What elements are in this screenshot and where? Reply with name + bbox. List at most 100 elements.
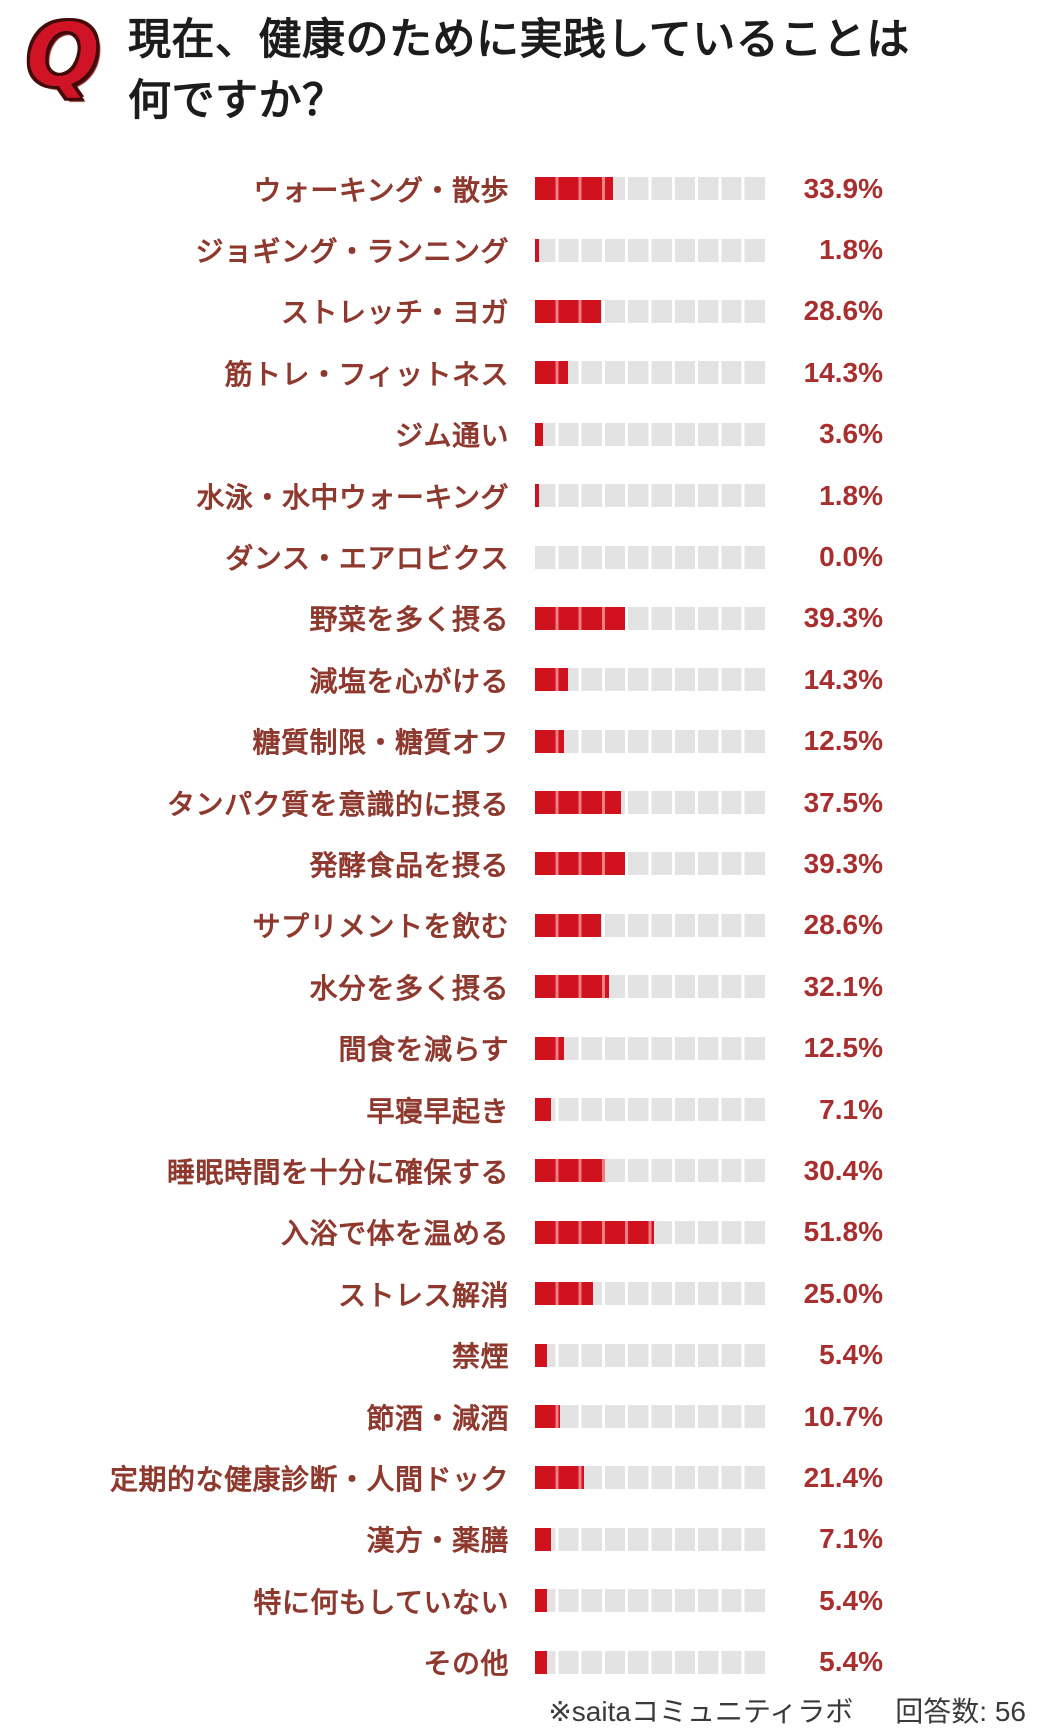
chart-row: タンパク質を意識的に摂る 37.5% — [0, 772, 1040, 833]
bar-track — [535, 1098, 765, 1122]
bar-fill — [535, 1036, 564, 1060]
row-label: ストレス解消 — [337, 1279, 509, 1311]
bar-fill — [535, 913, 601, 937]
chart-row: 発酵食品を摂る 39.3% — [0, 833, 1040, 894]
chart-row: 節酒・減酒 10.7% — [0, 1386, 1040, 1447]
row-label: 野菜を多く摂る — [309, 604, 509, 636]
bar-track — [535, 852, 765, 876]
bar-fill — [535, 791, 622, 815]
row-label: 減塩を心がける — [309, 665, 509, 697]
row-value: 28.6% — [803, 295, 883, 327]
row-value: 39.3% — [803, 847, 883, 879]
chart-row: 水泳・水中ウォーキング 1.8% — [0, 465, 1040, 526]
chart-row: ジョギング・ランニング 1.8% — [0, 219, 1040, 280]
row-label: ストレッチ・ヨガ — [280, 297, 509, 329]
row-value: 5.4% — [819, 1646, 883, 1678]
bar-fill — [535, 1343, 548, 1367]
chart-row: その他 5.4% — [0, 1631, 1040, 1692]
bar-fill — [535, 606, 626, 630]
bar-chart: ウォーキング・散歩 33.9% ジョギング・ランニング 1.8% ストレッチ・ヨガ 28.… — [0, 158, 1040, 1693]
row-label: 水泳・水中ウォーキング — [196, 481, 509, 513]
bar-track — [535, 1527, 765, 1551]
row-label: 節酒・減酒 — [366, 1402, 509, 1434]
bar-track — [535, 361, 765, 385]
row-value: 12.5% — [803, 1032, 883, 1064]
bar-track — [535, 238, 765, 262]
row-label: 特に何もしていない — [253, 1586, 509, 1618]
chart-row: 定期的な健康診断・人間ドック 21.4% — [0, 1447, 1040, 1508]
row-value: 7.1% — [819, 1523, 883, 1555]
row-label: 定期的な健康診断・人間ドック — [109, 1463, 509, 1495]
bar-track — [535, 975, 765, 999]
row-value: 5.4% — [819, 1339, 883, 1371]
bar-track — [535, 1589, 765, 1613]
chart-row: サプリメントを飲む 28.6% — [0, 895, 1040, 956]
bar-fill — [535, 1098, 552, 1122]
bar-fill — [535, 238, 540, 262]
chart-row: 筋トレ・フィットネス 14.3% — [0, 342, 1040, 403]
chart-row: ストレッチ・ヨガ 28.6% — [0, 281, 1040, 342]
row-label: サプリメントを飲む — [252, 911, 509, 943]
row-value: 1.8% — [819, 479, 883, 511]
bar-fill — [535, 1220, 655, 1244]
chart-row: 睡眠時間を十分に確保する 30.4% — [0, 1140, 1040, 1201]
bar-track — [535, 668, 765, 692]
row-value: 25.0% — [803, 1277, 883, 1309]
row-label: ウォーキング・散歩 — [253, 174, 509, 206]
chart-row: ストレス解消 25.0% — [0, 1263, 1040, 1324]
bar-track — [535, 1405, 765, 1428]
bar-track — [535, 422, 765, 446]
row-label: 糖質制限・糖質オフ — [252, 727, 509, 759]
bar-fill — [535, 1282, 593, 1306]
row-value: 51.8% — [803, 1216, 883, 1248]
bar-fill — [535, 1589, 548, 1613]
row-value: 3.6% — [819, 418, 883, 450]
bar-track — [535, 299, 765, 323]
bar-track — [535, 606, 765, 630]
row-label: その他 — [423, 1648, 509, 1680]
chart-row: 漢方・薬膳 7.1% — [0, 1509, 1040, 1570]
row-label: 間食を減らす — [338, 1034, 509, 1066]
bar-track — [535, 913, 765, 937]
row-label: 筋トレ・フィットネス — [224, 358, 509, 390]
chart-footer: ※saitaコミュニティラボ 回答数: 56 — [0, 1695, 1040, 1729]
chart-row: 禁煙 5.4% — [0, 1324, 1040, 1385]
source-note: ※saitaコミュニティラボ — [548, 1695, 854, 1727]
row-label: ダンス・エアロビクス — [225, 543, 509, 575]
bar-track — [535, 1036, 765, 1060]
chart-row: 特に何もしていない 5.4% — [0, 1570, 1040, 1631]
row-value: 39.3% — [803, 602, 883, 634]
row-value: 30.4% — [803, 1154, 883, 1186]
row-label: 発酵食品を摂る — [309, 849, 509, 881]
question-q-icon: Q — [25, 4, 102, 107]
bar-fill — [535, 852, 626, 876]
row-label: 睡眠時間を十分に確保する — [166, 1156, 509, 1188]
bar-track — [535, 791, 765, 815]
row-label: 禁煙 — [451, 1341, 509, 1373]
chart-row: 入浴で体を温める 51.8% — [0, 1202, 1040, 1263]
bar-track — [535, 1159, 765, 1183]
page-title: 現在、健康のために実践していることは何ですか？ — [128, 16, 910, 125]
bar-track — [535, 1343, 765, 1367]
bar-fill — [535, 1159, 605, 1183]
row-value: 33.9% — [803, 172, 883, 204]
row-value: 32.1% — [803, 970, 883, 1002]
question-header: Q 現在、健康のために実践していることは何ですか？ — [0, 0, 1040, 132]
row-value: 10.7% — [803, 1400, 883, 1432]
bar-fill — [535, 299, 601, 323]
bar-fill — [535, 484, 540, 508]
bar-fill — [535, 361, 568, 385]
chart-row: 野菜を多く摂る 39.3% — [0, 588, 1040, 649]
bar-track — [535, 1650, 765, 1674]
row-label: 入浴で体を温める — [280, 1218, 509, 1250]
chart-row: 水分を多く摂る 32.1% — [0, 956, 1040, 1017]
row-value: 14.3% — [803, 356, 883, 388]
bar-track — [535, 729, 765, 753]
row-label: タンパク質を意識的に摂る — [166, 788, 509, 820]
bar-track — [535, 1466, 765, 1490]
chart-row: ジム通い 3.6% — [0, 404, 1040, 465]
row-label: 早寝早起き — [366, 1095, 509, 1127]
bar-track — [535, 1220, 765, 1244]
row-value: 21.4% — [803, 1461, 883, 1493]
bar-track — [535, 545, 765, 569]
